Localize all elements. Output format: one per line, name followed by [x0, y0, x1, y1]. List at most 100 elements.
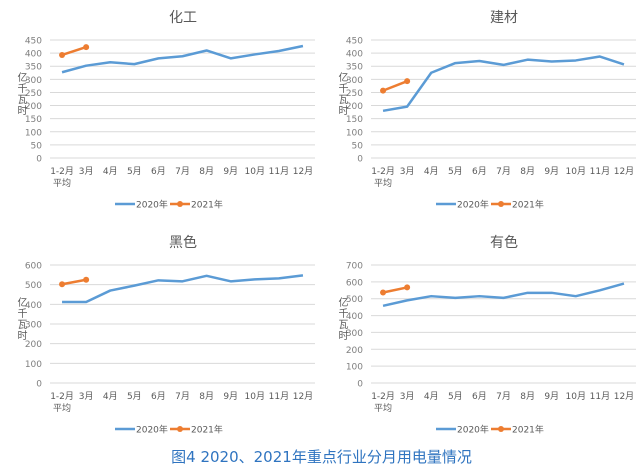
y-tick-label: 50 [352, 141, 364, 151]
legend-label: 2020年 [457, 424, 489, 436]
y-tick-label: 0 [357, 155, 363, 165]
y-axis-label: 亿千瓦时 [15, 72, 26, 116]
y-tick-label: 400 [25, 301, 42, 311]
data-point [380, 87, 387, 94]
x-tick-label: 3月 [79, 166, 94, 177]
y-tick-label: 150 [25, 115, 42, 125]
x-tick-label: 11月 [269, 166, 289, 177]
x-tick-label: 6月 [151, 166, 166, 177]
data-point [404, 78, 411, 85]
x-tick-label: 11月 [269, 391, 289, 402]
y-tick-label: 500 [346, 295, 363, 305]
y-axis-label: 亿千瓦时 [336, 297, 347, 341]
y-tick-label: 100 [346, 128, 363, 138]
y-tick-label: 50 [31, 141, 43, 151]
x-tick-label: 9月 [223, 391, 238, 402]
y-tick-label: 250 [346, 89, 363, 99]
y-tick-label: 350 [25, 63, 42, 73]
y-tick-label: 150 [346, 115, 363, 125]
legend-label: 2020年 [457, 199, 489, 211]
chart-title: 黑色 [169, 234, 197, 251]
x-tick-label: 10月 [245, 166, 265, 177]
data-point [59, 281, 66, 288]
chart-title: 化工 [169, 10, 197, 26]
series-line-2021年 [61, 45, 87, 57]
x-tick-label: 12月 [293, 391, 313, 402]
x-tick-label: 3月 [79, 391, 94, 402]
series-line-2020年 [62, 274, 304, 304]
data-point [380, 289, 387, 296]
series-line-2021年 [61, 278, 87, 286]
y-tick-label: 350 [346, 63, 363, 73]
y-tick-label: 100 [346, 363, 363, 373]
chart-chemical: 化工 0 50 100 150 200 250 300 350 400 450 1-2月平均 3月 4月 5… [0, 0, 320, 225]
x-tick-label: 1-2月平均 [50, 391, 74, 414]
y-tick-label: 300 [25, 76, 42, 86]
x-tick-label: 11月 [590, 166, 610, 177]
x-tick-label: 5月 [448, 166, 463, 177]
y-tick-label: 200 [346, 346, 363, 356]
series-line-2021年 [382, 80, 408, 92]
x-tick-label: 5月 [127, 166, 142, 177]
y-tick-label: 200 [25, 102, 42, 112]
x-tick-label: 1-2月平均 [371, 391, 395, 414]
legend-marker [498, 426, 504, 432]
y-tick-label: 300 [346, 329, 363, 339]
line-chart: 黑色 0 100 200 300 400 500 600 1-2月平均 3月 4月 5月 6月 7月 8月 9… [25, 234, 315, 436]
x-tick-label: 5月 [127, 391, 142, 402]
x-tick-label: 9月 [544, 391, 559, 402]
legend-label: 2021年 [191, 424, 223, 436]
data-point [404, 284, 411, 291]
x-tick-label: 10月 [245, 391, 265, 402]
x-tick-label: 8月 [199, 391, 214, 402]
x-tick-label: 9月 [223, 166, 238, 177]
y-tick-label: 100 [25, 128, 42, 138]
x-tick-label: 4月 [103, 166, 118, 177]
x-tick-label: 11月 [590, 391, 610, 402]
y-tick-label: 300 [346, 76, 363, 86]
x-tick-label: 12月 [614, 391, 634, 402]
x-tick-label: 7月 [175, 166, 190, 177]
y-tick-label: 400 [346, 50, 363, 60]
chart-nonferrous: 有色 0 100 200 300 400 500 600 700 1-2月平均 3月 4月 5月 6月 7月… [321, 225, 641, 450]
x-tick-label: 7月 [496, 166, 511, 177]
y-tick-label: 450 [346, 37, 363, 47]
x-tick-label: 7月 [496, 391, 511, 402]
x-tick-label: 12月 [614, 166, 634, 177]
series-line-2020年 [61, 44, 304, 74]
chart-building-materials: 建材 0 50 100 150 200 250 300 350 400 450 1-2月平均 3月 4月 5… [321, 0, 641, 225]
y-tick-label: 0 [357, 380, 363, 390]
legend-label: 2021年 [512, 424, 544, 436]
y-tick-label: 0 [36, 380, 42, 390]
x-tick-label: 9月 [544, 166, 559, 177]
y-axis-label: 亿千瓦时 [336, 72, 347, 116]
y-tick-label: 600 [25, 262, 42, 272]
figure-caption: 图4 2020、2021年重点行业分月用电量情况 [171, 448, 472, 466]
x-tick-label: 5月 [448, 391, 463, 402]
legend-marker [498, 201, 504, 207]
legend-label: 2021年 [191, 199, 223, 211]
legend-label: 2021年 [512, 199, 544, 211]
y-tick-label: 200 [346, 102, 363, 112]
x-tick-label: 10月 [566, 166, 586, 177]
y-tick-label: 0 [36, 155, 42, 165]
y-tick-label: 250 [25, 89, 42, 99]
x-tick-label: 6月 [472, 166, 487, 177]
series-line-2020年 [382, 55, 625, 113]
x-tick-label: 10月 [566, 391, 586, 402]
chart-ferrous: 黑色 0 100 200 300 400 500 600 1-2月平均 3月 4月 5月 6月 7月 8月 9… [0, 225, 320, 450]
x-tick-label: 3月 [400, 166, 415, 177]
x-tick-label: 8月 [199, 166, 214, 177]
chart-title: 建材 [490, 10, 518, 26]
x-tick-label: 4月 [424, 391, 439, 402]
y-axis-label: 亿千瓦时 [15, 297, 26, 341]
x-tick-label: 6月 [472, 391, 487, 402]
data-point [59, 51, 66, 58]
series-line-2021年 [382, 286, 408, 294]
y-tick-label: 600 [346, 278, 363, 288]
x-tick-label: 7月 [175, 391, 190, 402]
x-tick-label: 12月 [293, 166, 313, 177]
x-tick-label: 8月 [520, 391, 535, 402]
legend-marker [177, 201, 183, 207]
x-tick-label: 1-2月平均 [371, 166, 395, 189]
